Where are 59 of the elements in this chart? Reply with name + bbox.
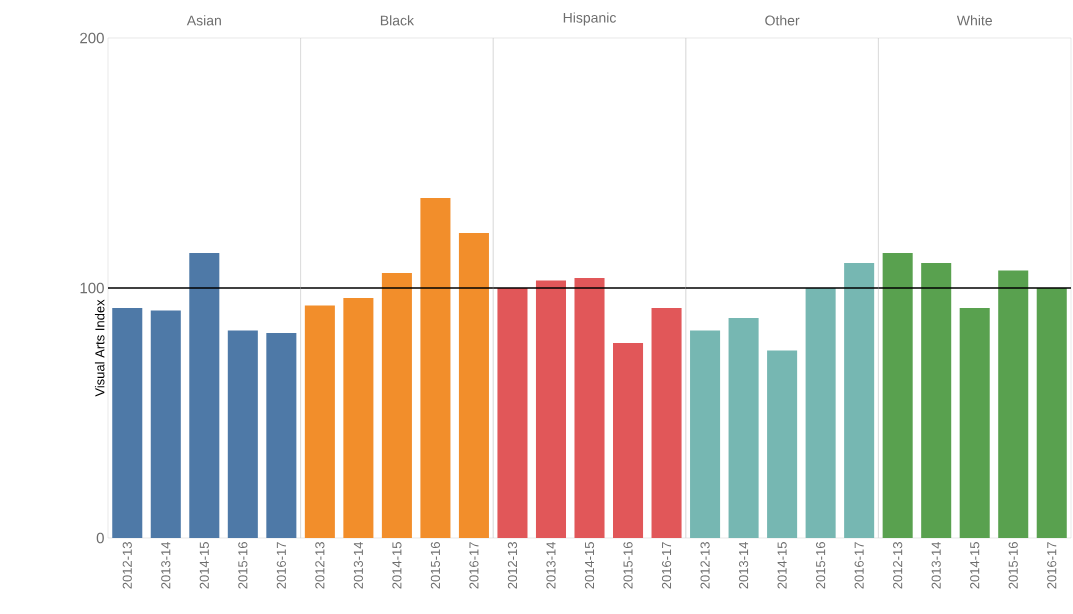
bar <box>343 298 374 538</box>
x-tick-label: 2014-15 <box>584 542 595 589</box>
bar <box>381 273 412 538</box>
bar <box>1036 288 1067 538</box>
bar <box>535 280 567 538</box>
x-tick-label: 2012-13 <box>700 542 710 589</box>
x-tick-label: 2014-15 <box>777 542 787 589</box>
x-tick-label: 2014-15 <box>392 542 402 589</box>
x-tick-label: 2016-17 <box>276 542 286 589</box>
x-tick-label: 2016-17 <box>469 542 479 589</box>
bar <box>227 330 258 538</box>
bar <box>844 263 875 538</box>
x-tick-label: 2015-16 <box>430 542 441 589</box>
x-tick-label: 2013-14 <box>546 541 556 589</box>
x-tick-label: 2015-16 <box>623 542 633 589</box>
x-tick-label: 2012-13 <box>315 542 325 589</box>
y-tick-label: 200 <box>80 32 104 44</box>
bar <box>420 198 451 538</box>
bar <box>613 343 644 538</box>
bar <box>998 270 1029 538</box>
bar <box>574 278 605 538</box>
bar <box>959 308 990 538</box>
y-axis-title: Visual Arts Index <box>94 299 105 397</box>
chart-title: Other <box>765 15 800 26</box>
x-tick-label: 2013-14 <box>738 541 749 589</box>
bar <box>497 288 528 538</box>
x-tick-label: 2015-16 <box>1008 542 1018 589</box>
bar <box>882 253 913 538</box>
x-tick-label: 2013-14 <box>931 541 941 589</box>
chart-title: Hispanic <box>563 12 616 26</box>
bar <box>767 350 798 538</box>
bar <box>728 318 759 538</box>
x-tick-label: 2013-14 <box>161 541 171 589</box>
x-tick-label: 2015-16 <box>238 542 248 589</box>
x-tick-label: 2012-13 <box>893 542 903 589</box>
x-tick-label: 2014-15 <box>970 542 980 589</box>
chart-title: White <box>956 15 992 26</box>
y-tick-label: 0 <box>96 532 104 544</box>
x-tick-label: 2012-13 <box>507 542 518 589</box>
x-tick-label: 2016-17 <box>1047 542 1057 589</box>
bar <box>304 305 335 538</box>
bar <box>112 308 143 538</box>
chart-title: Asian <box>186 15 221 26</box>
bar <box>690 330 721 538</box>
x-tick-label: 2013-14 <box>353 541 363 589</box>
bar <box>150 310 181 538</box>
x-tick-label: 2014-15 <box>199 542 209 589</box>
x-tick-label: 2012-13 <box>122 542 132 589</box>
y-tick-label: 100 <box>80 282 104 294</box>
bar <box>921 263 952 538</box>
bar <box>458 233 489 538</box>
x-tick-label: 2015-16 <box>816 542 826 589</box>
bar <box>266 333 297 538</box>
bar <box>805 288 836 538</box>
bar <box>189 253 220 538</box>
x-tick-label: 2016-17 <box>854 542 864 589</box>
x-tick-label: 2016-17 <box>661 542 672 589</box>
bar <box>651 308 682 538</box>
chart-title: Black <box>380 15 415 26</box>
